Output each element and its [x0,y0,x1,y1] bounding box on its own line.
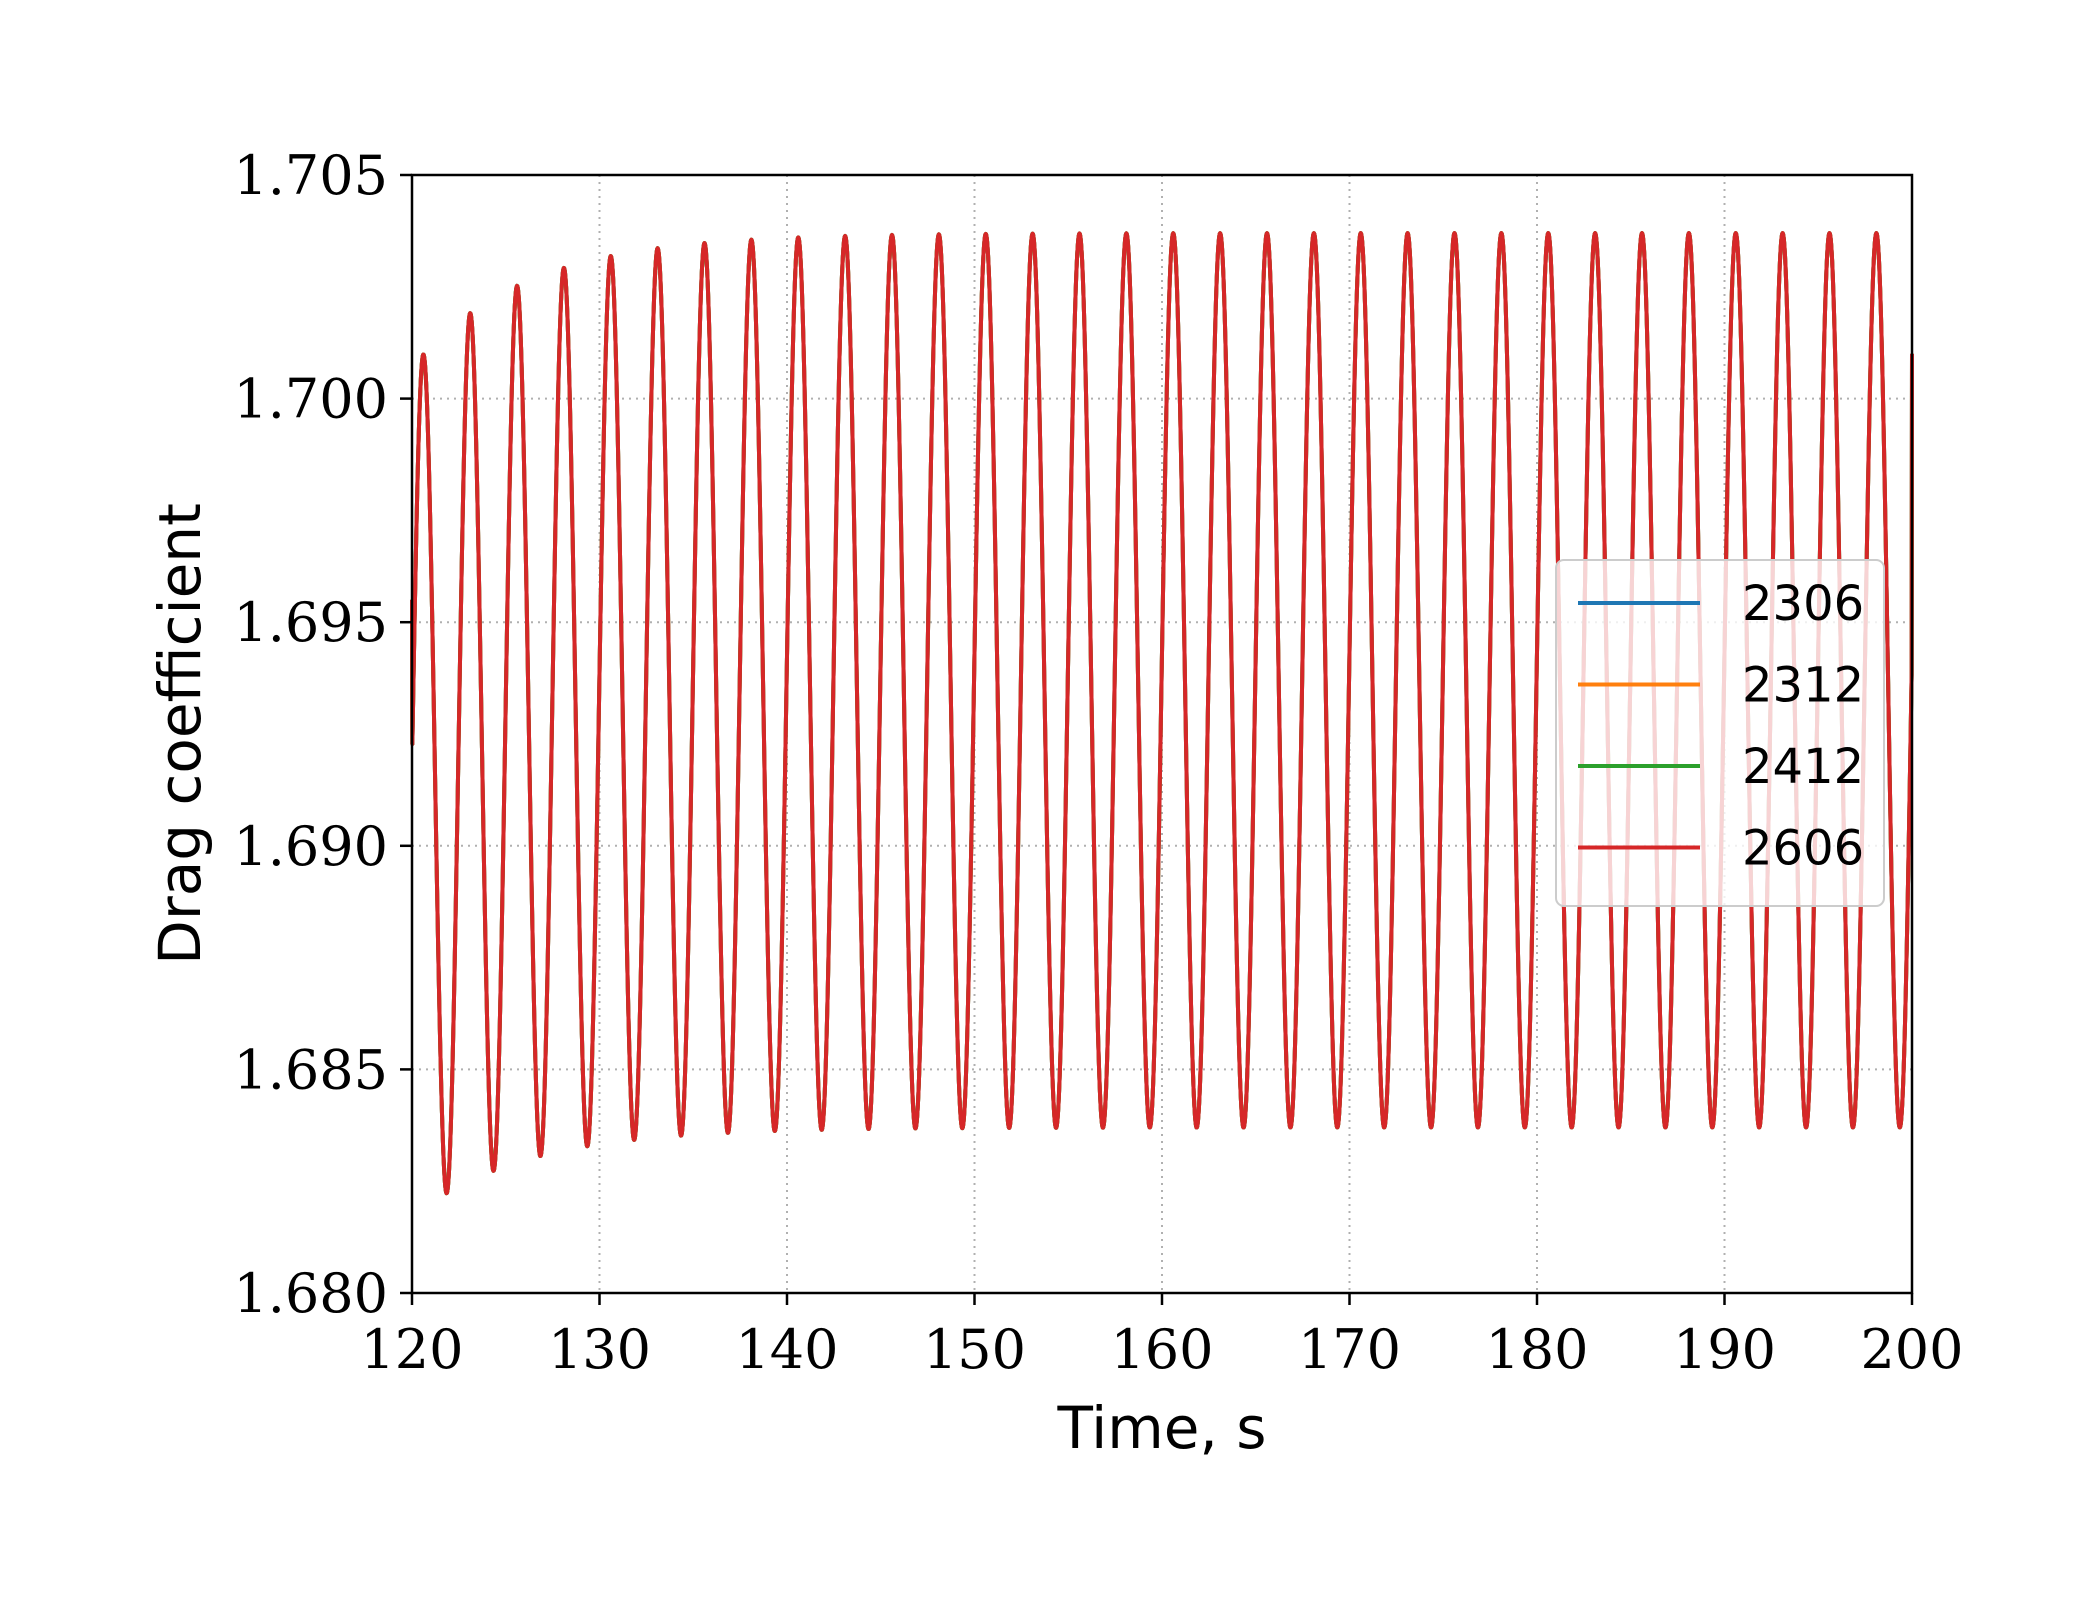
legend-label-2606: 2606 [1742,821,1864,877]
x-axis-title: Time, s [1056,1394,1266,1462]
x-tick-label: 180 [1485,1318,1588,1381]
series-lines [410,231,1914,1196]
y-tick-label: 1.705 [233,144,388,207]
y-tick-label: 1.680 [233,1262,388,1325]
x-tick-label: 140 [735,1318,838,1381]
x-tick-label: 200 [1860,1318,1963,1381]
y-tick-label: 1.700 [233,368,388,431]
x-tick-label: 190 [1673,1318,1776,1381]
x-tick-label: 150 [923,1318,1026,1381]
legend-box [1555,559,1885,907]
y-tick-label: 1.685 [233,1038,388,1101]
x-tick-label: 160 [1110,1318,1213,1381]
x-tick-label: 120 [360,1318,463,1381]
series-line-2606 [410,231,1914,1196]
legend: 2306 2312 2412 2606 [1555,559,1885,907]
y-tick-label: 1.690 [233,815,388,878]
axis-ticks [400,173,1914,1305]
y-tick-label: 1.695 [233,591,388,654]
legend-label-2412: 2412 [1742,739,1864,795]
legend-label-2306: 2306 [1742,576,1864,632]
x-tick-label: 130 [548,1318,651,1381]
axis-tick-labels: 120 130 140 150 160 170 180 190 200 1.680 1.685 1.6… [233,144,1963,1381]
x-tick-label: 170 [1298,1318,1401,1381]
y-axis-title: Drag coefficient [146,503,214,965]
legend-label-2312: 2312 [1742,658,1864,714]
